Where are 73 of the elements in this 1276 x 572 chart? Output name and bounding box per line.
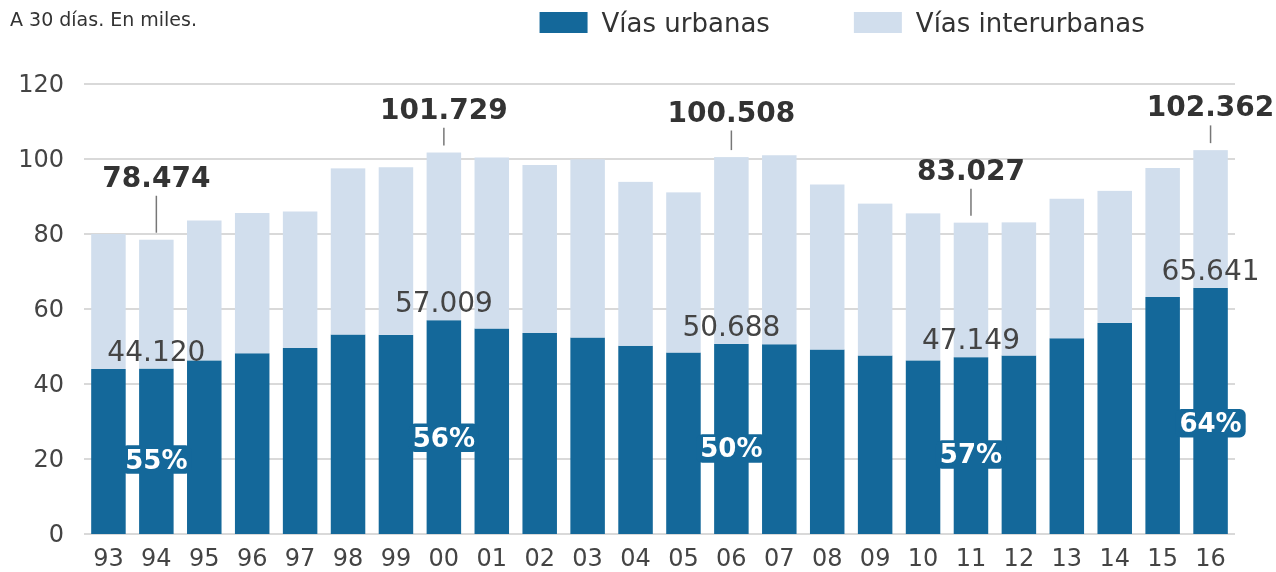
y-tick-label: 100 — [18, 145, 64, 173]
bar — [330, 334, 366, 534]
x-tick-label: 97 — [284, 544, 316, 572]
x-tick-label: 11 — [955, 544, 987, 572]
bar — [1049, 198, 1085, 339]
data-label: 57.009 — [394, 286, 493, 320]
bar — [282, 348, 318, 534]
bar — [666, 352, 701, 534]
legend-label: Vías interurbanas — [915, 7, 1145, 38]
bar — [905, 360, 941, 534]
bar — [570, 337, 605, 534]
y-tick-label: 0 — [48, 520, 64, 548]
total-label: 101.729 — [380, 92, 508, 126]
bar — [762, 344, 797, 534]
x-tick-label: 95 — [189, 544, 220, 572]
bar — [522, 333, 557, 534]
total-label: 100.508 — [667, 95, 796, 129]
x-tick-label: 12 — [1003, 544, 1035, 572]
legend-label: Vías urbanas — [601, 7, 770, 38]
bar — [522, 165, 557, 333]
y-tick-label: 120 — [18, 70, 64, 98]
bar — [618, 181, 653, 346]
bar — [1001, 355, 1037, 534]
x-tick-label: 08 — [811, 544, 843, 572]
x-tick-label: 06 — [716, 544, 747, 572]
x-tick-label: 00 — [428, 544, 460, 572]
bar — [91, 369, 126, 534]
data-label: 44.120 — [107, 334, 206, 368]
x-tick-label: 14 — [1099, 544, 1130, 572]
bar — [618, 345, 653, 534]
bar — [1145, 297, 1180, 534]
x-tick-label: 96 — [236, 544, 268, 572]
bar — [378, 334, 414, 534]
x-tick-label: 04 — [620, 544, 651, 572]
x-tick-label: 16 — [1195, 544, 1226, 572]
x-tick-label: 01 — [476, 544, 508, 572]
bar — [857, 203, 893, 356]
x-tick-label: 10 — [907, 544, 939, 572]
bar — [1049, 338, 1085, 534]
total-label: 78.474 — [102, 160, 211, 194]
bar — [857, 355, 893, 534]
bar — [282, 211, 318, 348]
bar — [1097, 322, 1132, 534]
x-tick-label: 93 — [93, 544, 124, 572]
x-tick-label: 98 — [332, 544, 364, 572]
y-tick-label: 40 — [33, 370, 64, 398]
y-tick-label: 80 — [33, 220, 64, 248]
x-tick-label: 09 — [859, 544, 891, 572]
bar — [570, 159, 605, 338]
bar — [809, 349, 845, 534]
data-label: 47.149 — [921, 323, 1020, 357]
x-tick-label: 02 — [524, 544, 555, 572]
bar — [1097, 190, 1132, 323]
bar — [809, 184, 845, 350]
x-tick-label: 05 — [668, 544, 699, 572]
x-tick-label: 07 — [764, 544, 795, 572]
data-label: 65.641 — [1161, 253, 1260, 287]
total-label: 83.027 — [916, 153, 1025, 187]
x-tick-label: 03 — [572, 544, 603, 572]
x-tick-label: 94 — [141, 544, 172, 572]
bar — [234, 353, 270, 534]
bar — [234, 213, 270, 354]
total-label: 102.362 — [1146, 90, 1275, 124]
x-tick-label: 99 — [380, 544, 412, 572]
bar — [330, 168, 366, 335]
bar — [187, 360, 222, 534]
y-tick-label: 60 — [33, 295, 64, 323]
x-tick-label: 13 — [1051, 544, 1083, 572]
data-label: 50.688 — [682, 309, 781, 343]
chart-title: A 30 días. En miles. — [10, 8, 197, 30]
bar — [474, 328, 510, 534]
y-tick-label: 20 — [33, 445, 64, 473]
x-tick-label: 15 — [1147, 544, 1178, 572]
